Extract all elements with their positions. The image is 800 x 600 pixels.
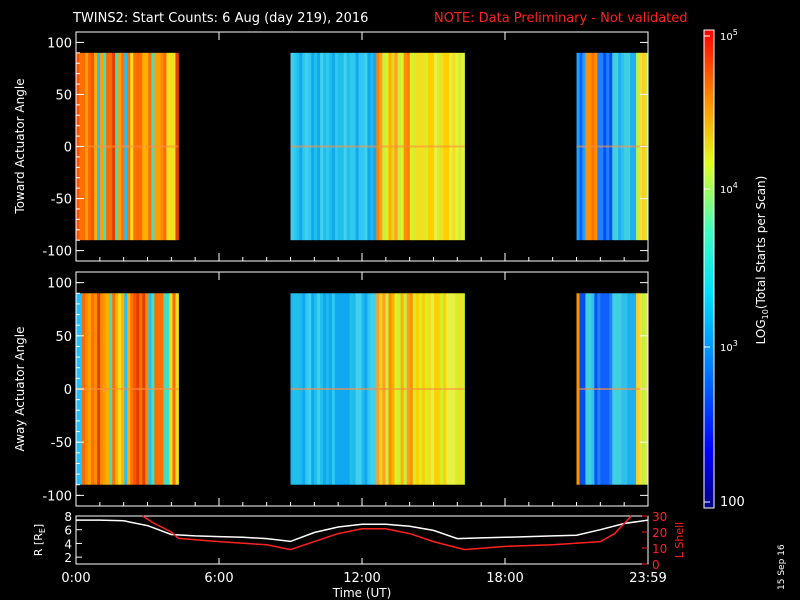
y-tick-label: 0 [64,383,72,398]
l-shell-tick-label: 10 [652,542,667,556]
away-angle-panel: 100 50 0 -50 -100 Away Actuator Angle [13,271,649,507]
time-tick-label: 18:00 [486,571,523,586]
time-tick-label: 6:00 [204,571,233,586]
toward-y-axis-label: Toward Actuator Angle [13,78,27,214]
colorbar-label: LOG10(Total Starts per Scan) [754,176,770,345]
ephemeris-plot-frame [75,515,649,565]
l-shell-axis-label: L Shell [673,522,686,558]
radius-tick-label: 6 [64,524,72,538]
l-shell-series-line [142,515,632,551]
y-tick-label: -100 [42,489,72,504]
l-shell-tick-label: 30 [652,510,667,524]
zero-angle-stripe [376,388,465,390]
time-tick-label: 23:59 [629,571,666,586]
colorbar: 105 104 103 100 LOG10(Total Starts per Scan… [703,28,770,510]
l-shell-tick-label: 0 [652,558,660,572]
y-tick-label: -50 [51,436,72,451]
colorbar-tick-label: 104 [720,181,738,196]
l-shell-tick-label: 20 [652,526,667,540]
radius-tick-label: 8 [64,510,72,524]
radius-tick-label: 4 [64,537,72,551]
y-tick-label: 0 [64,141,72,156]
zero-angle-stripe [76,145,179,148]
away-y-axis-label: Away Actuator Angle [13,326,27,451]
date-stamp: 15 Sep 16 [777,544,787,590]
y-tick-label: 50 [55,88,72,103]
toward-angle-panel: 100 50 0 -50 -100 Toward Actuator Angle [13,31,649,262]
colorbar-tick-label: 100 [720,495,745,510]
chart-title: TWINS2: Start Counts: 6 Aug (day 219), 2… [72,11,368,26]
preliminary-note: NOTE: Data Preliminary - Not validated [434,11,688,26]
zero-angle-stripe [576,145,648,148]
y-tick-label: 50 [55,330,72,345]
zero-angle-stripe [576,388,648,390]
y-tick-label: 100 [47,277,72,292]
radius-series-line [76,519,649,543]
y-tick-label: -50 [51,193,72,208]
radius-axis-label: R [RE] [32,524,47,556]
y-tick-label: -100 [42,245,72,260]
y-tick-label: 100 [47,36,72,51]
colorbar-tick-label: 105 [720,28,738,43]
zero-angle-stripe [376,145,465,148]
zero-angle-stripe [76,388,179,390]
zero-angle-stripe [290,388,377,390]
time-axis-label: Time (UT) [332,586,392,600]
radius-tick-label: 2 [64,551,72,565]
zero-angle-stripe [290,145,377,148]
time-tick-label: 0:00 [61,571,90,586]
colorbar-gradient [703,29,715,509]
time-tick-label: 12:00 [343,571,380,586]
colorbar-tick-label: 103 [720,339,738,354]
